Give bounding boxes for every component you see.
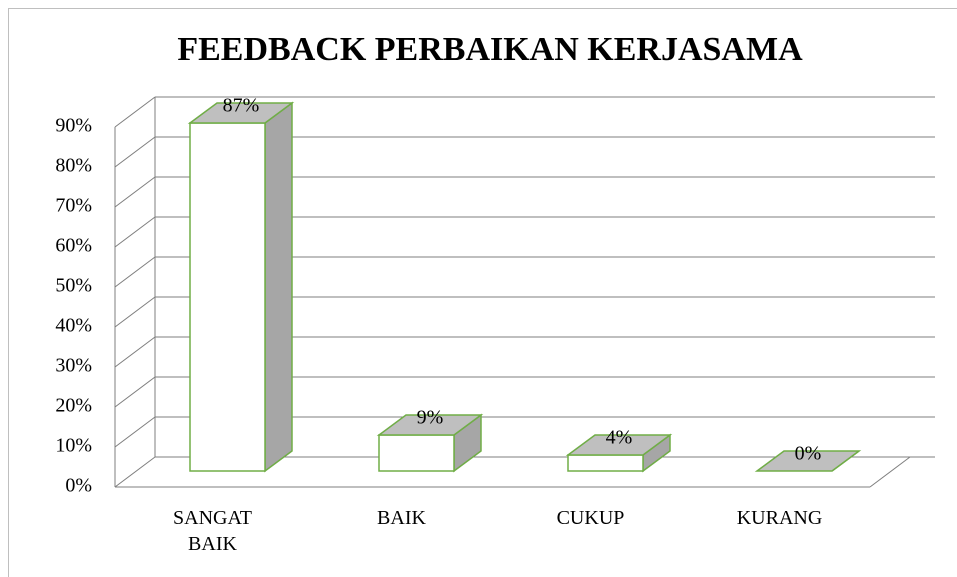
bar xyxy=(567,454,644,472)
y-tick-label: 80% xyxy=(55,155,92,177)
y-tick-label: 40% xyxy=(55,315,92,337)
grid-line-side xyxy=(114,176,156,208)
y-tick-label: 70% xyxy=(55,195,92,217)
bar-side xyxy=(264,101,293,473)
bar-top xyxy=(754,450,862,472)
x-tick-label: CUKUP xyxy=(556,507,625,529)
bar-top xyxy=(565,434,673,456)
bar xyxy=(378,434,455,472)
grid-line-side xyxy=(114,416,156,448)
value-label: 9% xyxy=(417,407,444,429)
y-tick-label: 60% xyxy=(55,235,92,257)
grid-line-side xyxy=(114,96,156,128)
chart-title: FEEDBACK PERBAIKAN KERJASAMA xyxy=(177,31,803,68)
x-tick-label: BAIK xyxy=(377,507,426,529)
grid-line-side xyxy=(114,136,156,168)
floor-side xyxy=(869,456,911,488)
x-tick-label: KURANG xyxy=(736,507,823,529)
bar xyxy=(189,122,266,472)
bar-top xyxy=(187,102,295,124)
grid-line-side xyxy=(114,296,156,328)
y-tick-label: 30% xyxy=(55,355,92,377)
value-label: 4% xyxy=(606,427,633,449)
grid-line-side xyxy=(114,216,156,248)
value-label: 87% xyxy=(223,95,260,117)
chart-border xyxy=(8,8,957,577)
grid-line-side xyxy=(114,256,156,288)
grid-line-side xyxy=(114,376,156,408)
y-tick-label: 50% xyxy=(55,275,92,297)
grid-line-side xyxy=(114,336,156,368)
bar-top xyxy=(376,414,484,436)
value-label: 0% xyxy=(795,443,822,465)
y-tick-label: 0% xyxy=(65,475,92,497)
y-tick-label: 20% xyxy=(55,395,92,417)
y-tick-label: 90% xyxy=(55,115,92,137)
y-tick-label: 10% xyxy=(55,435,92,457)
x-tick-label: SANGAT BAIK xyxy=(173,507,252,555)
grid-line-side xyxy=(114,456,156,488)
